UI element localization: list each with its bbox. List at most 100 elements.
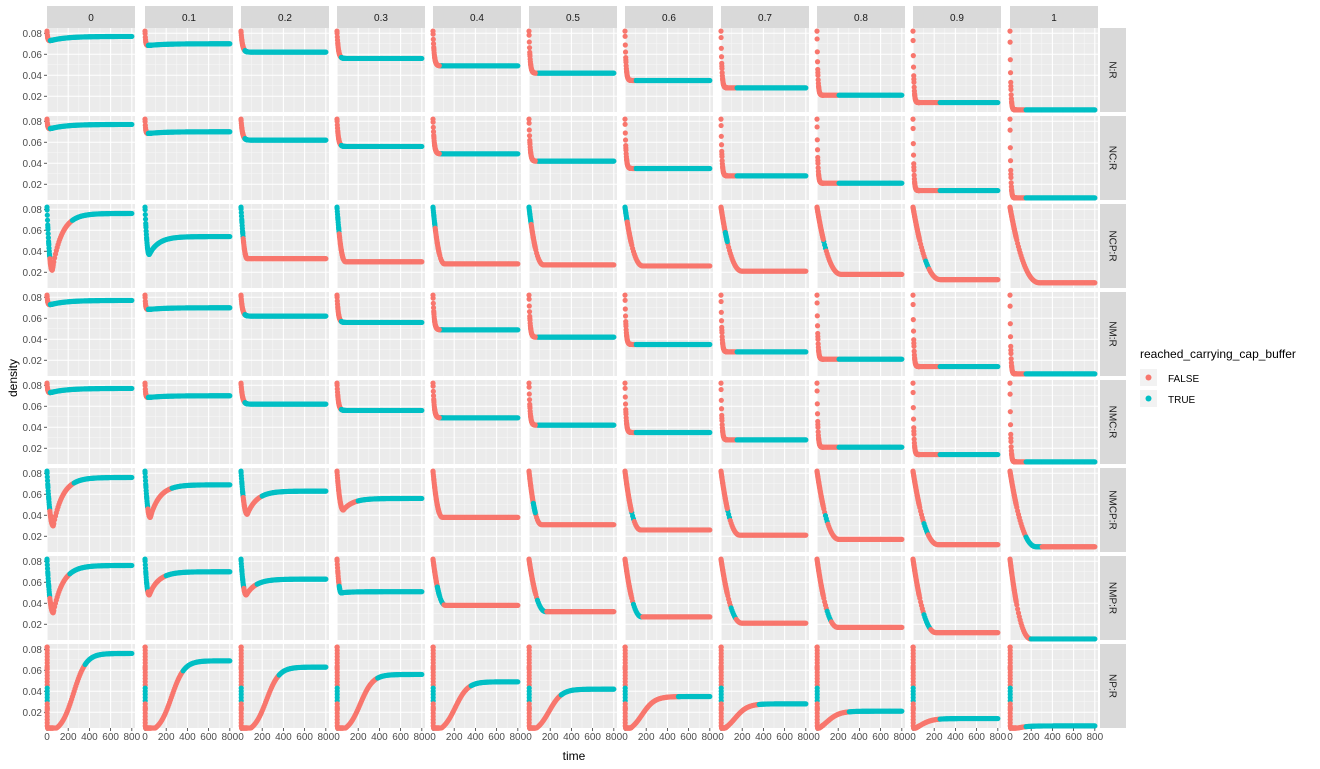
- panel-background: [625, 380, 713, 464]
- x-tick-label: 600: [1065, 732, 1082, 743]
- data-point: [515, 151, 521, 157]
- panel-background: [625, 292, 713, 376]
- x-tick-label: 600: [680, 732, 697, 743]
- column-strip: [817, 6, 905, 28]
- row-strip: [1100, 468, 1126, 552]
- panel-background: [241, 204, 329, 288]
- x-tick-label: 0: [238, 732, 244, 743]
- column-strip-label: 0.6: [662, 13, 676, 24]
- data-point: [142, 30, 148, 37]
- panel-background: [337, 28, 425, 112]
- x-tick-label: 200: [254, 732, 271, 743]
- data-point: [129, 121, 135, 128]
- data-point: [1007, 116, 1013, 122]
- y-tick-label: 0.04: [23, 71, 43, 82]
- data-point: [718, 34, 724, 41]
- x-tick-label: 600: [968, 732, 985, 743]
- data-point: [623, 143, 629, 149]
- row-strip: [1100, 644, 1126, 728]
- x-tick-label: 0: [142, 732, 148, 743]
- data-point: [227, 129, 233, 135]
- panel-background: [337, 292, 425, 376]
- y-tick-label: 0.06: [23, 226, 43, 237]
- x-tick-label: 0: [1007, 732, 1013, 743]
- panel-background: [529, 28, 617, 112]
- column-strip: [529, 6, 617, 28]
- x-tick-label: 400: [659, 732, 676, 743]
- data-point: [430, 36, 436, 42]
- x-tick-label: 600: [200, 732, 217, 743]
- x-tick-label: 600: [872, 732, 889, 743]
- data-point: [1007, 57, 1013, 63]
- y-tick-label: 0.08: [23, 29, 43, 40]
- column-strip-label: 0.5: [566, 13, 580, 24]
- data-point: [899, 92, 905, 98]
- data-point: [910, 37, 916, 44]
- panel-background: [625, 644, 713, 728]
- data-point: [227, 41, 233, 47]
- panel-background: [721, 204, 809, 288]
- data-point: [707, 165, 713, 172]
- y-tick-label: 0.06: [23, 138, 43, 149]
- data-point: [911, 79, 917, 85]
- data-point: [718, 142, 725, 148]
- data-point: [916, 99, 922, 106]
- data-point: [910, 152, 917, 158]
- y-tick-label: 0.04: [23, 159, 43, 170]
- panel-background: [145, 556, 233, 640]
- data-point: [995, 99, 1001, 106]
- panel-background: [817, 292, 905, 376]
- x-tick-label: 200: [350, 732, 367, 743]
- data-point: [1008, 174, 1014, 181]
- data-point: [724, 85, 730, 91]
- panel-background: [529, 468, 617, 552]
- data-point: [532, 70, 538, 76]
- panel-background: [529, 556, 617, 640]
- data-point: [142, 211, 148, 218]
- data-point: [430, 119, 436, 125]
- data-point: [622, 33, 628, 39]
- x-tick-label: 800: [893, 732, 910, 743]
- column-strip: [913, 6, 1001, 28]
- y-tick-label: 0.04: [23, 335, 43, 346]
- y-tick-label: 0.06: [23, 50, 43, 61]
- panel-background: [913, 28, 1001, 112]
- data-point: [323, 256, 329, 262]
- panel-background: [337, 644, 425, 728]
- panel-background: [433, 116, 521, 200]
- data-point: [436, 63, 442, 69]
- data-point: [323, 49, 329, 55]
- data-point: [1013, 107, 1019, 113]
- y-tick-label: 0.08: [23, 205, 43, 216]
- panel-background: [337, 204, 425, 288]
- row-strip-label: NMC:R: [1107, 406, 1118, 439]
- data-point: [628, 165, 634, 172]
- data-point: [814, 28, 820, 34]
- row-strip-label: NCP:R: [1107, 230, 1118, 261]
- facet-panels: 0.02 0.04 0.06 0.08 N:R 0.02 0.04 0.06 0.08 NC:R 0…: [23, 6, 1126, 743]
- data-point: [44, 217, 51, 223]
- data-point: [718, 45, 724, 51]
- panel-background: [1010, 468, 1098, 552]
- x-tick-label: 0: [814, 732, 820, 743]
- panel-background: [145, 468, 233, 552]
- data-point: [1008, 167, 1014, 173]
- x-tick-label: 800: [797, 732, 814, 743]
- panel-background: [913, 556, 1001, 640]
- row-strip: [1100, 28, 1126, 112]
- panel-background: [241, 556, 329, 640]
- data-point: [995, 187, 1001, 194]
- row-strip: [1100, 292, 1126, 376]
- x-tick-label: 600: [488, 732, 505, 743]
- panel-background: [625, 116, 713, 200]
- x-tick-label: 400: [371, 732, 388, 743]
- panel-background: [433, 28, 521, 112]
- panel-background: [433, 292, 521, 376]
- data-point: [129, 210, 135, 217]
- y-tick-label: 0.02: [23, 444, 43, 455]
- x-tick-label: 0: [910, 732, 916, 743]
- column-strip-label: 0.9: [950, 13, 964, 24]
- panel-background: [529, 116, 617, 200]
- column-strip-label: 0.8: [854, 13, 868, 24]
- panel-background: [433, 380, 521, 464]
